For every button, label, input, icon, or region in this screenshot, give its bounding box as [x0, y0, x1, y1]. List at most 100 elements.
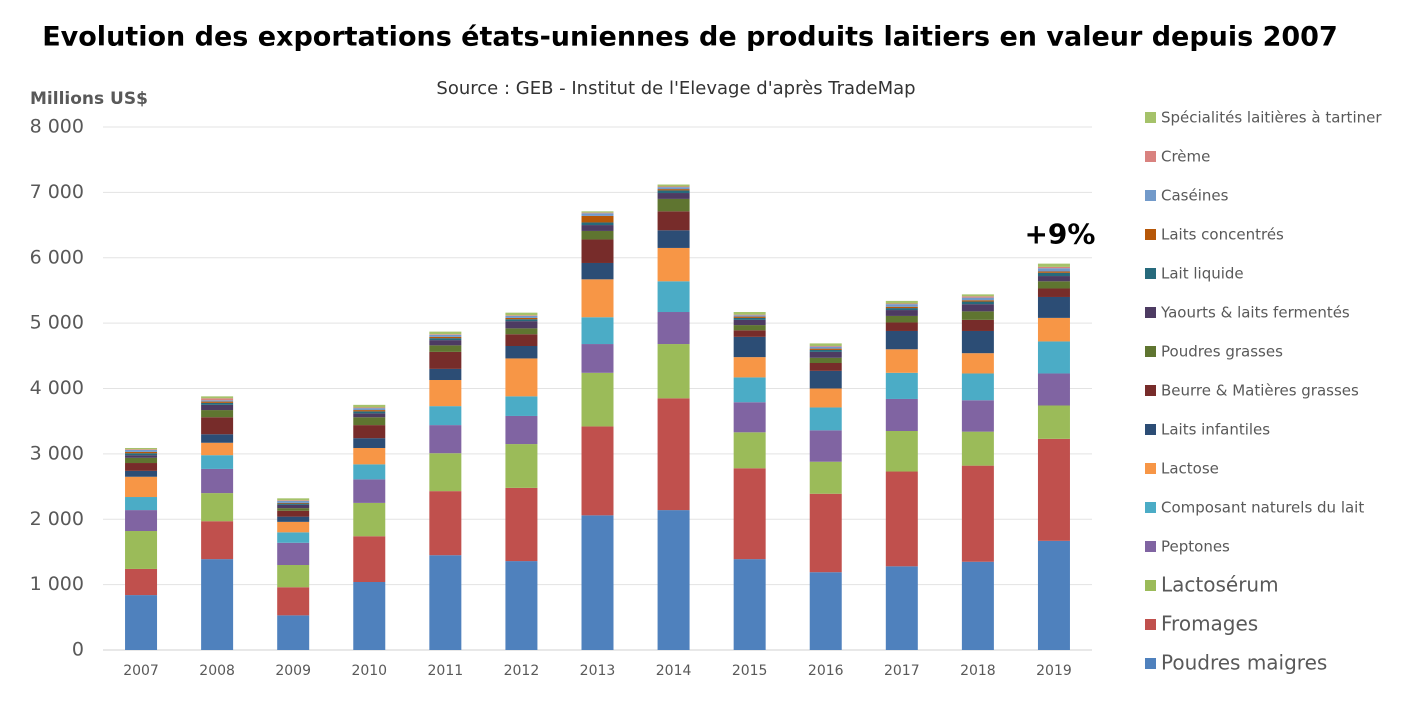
legend-swatch: [1145, 151, 1156, 162]
legend-swatch: [1145, 229, 1156, 240]
bar-segment: [885, 315, 918, 323]
bar-segment: [429, 453, 462, 492]
bar-segment: [809, 343, 842, 347]
legend-label: Crème: [1161, 148, 1210, 166]
legend-swatch: [1145, 385, 1156, 396]
bar-segment: [885, 349, 918, 373]
bar-segment: [1037, 288, 1070, 297]
x-tick-label: 2008: [199, 663, 235, 679]
bar-segment: [581, 372, 614, 427]
bar-segment: [581, 515, 614, 650]
x-tick-label: 2018: [960, 663, 996, 679]
bar-segment: [809, 370, 842, 389]
bar-segment: [353, 425, 386, 439]
x-tick-label: 2015: [732, 663, 768, 679]
bar-segment: [201, 434, 234, 443]
legend-label: Beurre & Matières grasses: [1161, 382, 1359, 400]
legend-label: Poudres maigres: [1161, 651, 1327, 675]
bar-segment: [201, 442, 234, 456]
bar-segment: [809, 348, 842, 350]
bar-segment: [201, 468, 234, 494]
bar-segment: [885, 303, 918, 305]
bar-segment: [1037, 540, 1070, 650]
chart-subtitle: Source : GEB - Institut de l'Elevage d'a…: [436, 78, 915, 99]
y-tick-label: 0: [72, 639, 84, 661]
bar-segment: [581, 317, 614, 345]
legend-swatch: [1145, 346, 1156, 357]
bar-segment: [201, 404, 234, 411]
bar-segment: [1037, 373, 1070, 406]
bar-segment: [505, 315, 538, 316]
bar-segment: [429, 340, 462, 346]
bar-segment: [581, 213, 614, 216]
bar-segment: [429, 406, 462, 426]
bar-segment: [961, 296, 994, 298]
bar-segment: [809, 346, 842, 349]
bar-segment: [353, 408, 386, 411]
x-tick-label: 2009: [275, 663, 311, 679]
bar-segment: [885, 372, 918, 399]
bar-segment: [353, 404, 386, 408]
bar-segment: [809, 349, 842, 352]
bar-segment: [961, 319, 994, 331]
bar-segment: [733, 357, 766, 378]
bar-segment: [657, 190, 690, 194]
bar-segment: [961, 300, 994, 302]
bar-segment: [885, 566, 918, 650]
chart-title: Evolution des exportations états-unienne…: [42, 22, 1338, 53]
legend-label: Yaourts & laits fermentés: [1160, 304, 1350, 322]
legend-swatch: [1145, 112, 1156, 123]
bar-segment: [201, 410, 234, 418]
legend-swatch: [1145, 424, 1156, 435]
bar-segment: [277, 565, 310, 588]
bar-segment: [277, 500, 310, 503]
bar-segment: [505, 358, 538, 397]
bar-segment: [277, 508, 310, 511]
bar-segment: [581, 426, 614, 516]
bar-segment: [125, 463, 158, 471]
y-tick-label: 3 000: [30, 442, 84, 464]
bar-segment: [885, 304, 918, 307]
bar-segment: [809, 388, 842, 408]
bar-segment: [733, 330, 766, 337]
bar-segment: [429, 338, 462, 341]
bar-segment: [429, 331, 462, 335]
bar-segment: [353, 479, 386, 503]
bar-segment: [505, 415, 538, 445]
bar-segment: [201, 559, 234, 650]
bar-segment: [353, 407, 386, 409]
x-tick-label: 2016: [808, 663, 844, 679]
bar-segment: [505, 444, 538, 488]
bar-segment: [429, 334, 462, 337]
legend-swatch: [1145, 268, 1156, 279]
bar-segment: [353, 582, 386, 650]
bar-segment: [733, 317, 766, 320]
bar-segment: [657, 184, 690, 187]
bar-segment: [125, 476, 158, 498]
bar-segment: [1037, 263, 1070, 267]
bar-segment: [961, 353, 994, 374]
bar-segment: [961, 311, 994, 320]
bar-segment: [505, 315, 538, 318]
bar-segment: [429, 345, 462, 352]
bar-segment: [277, 498, 310, 501]
legend-label: Caséines: [1161, 187, 1229, 205]
bar-segment: [809, 493, 842, 573]
bar-segment: [125, 531, 158, 569]
bar-segment: [733, 468, 766, 560]
bar-segment: [277, 521, 310, 533]
bar-segment: [505, 561, 538, 650]
bar-segment: [733, 312, 766, 315]
legend-label: Laits infantiles: [1161, 421, 1270, 439]
legend-swatch: [1145, 541, 1156, 552]
bar-segment: [809, 430, 842, 462]
bar-segment: [581, 225, 614, 231]
bar-segment: [353, 438, 386, 448]
bar-segment: [961, 561, 994, 650]
annotation: +9%: [1024, 218, 1095, 251]
y-tick-label: 7 000: [30, 181, 84, 203]
bar-segment: [961, 304, 994, 312]
bar-segment: [809, 407, 842, 431]
bar-segment: [429, 555, 462, 650]
bar-segment: [961, 373, 994, 401]
